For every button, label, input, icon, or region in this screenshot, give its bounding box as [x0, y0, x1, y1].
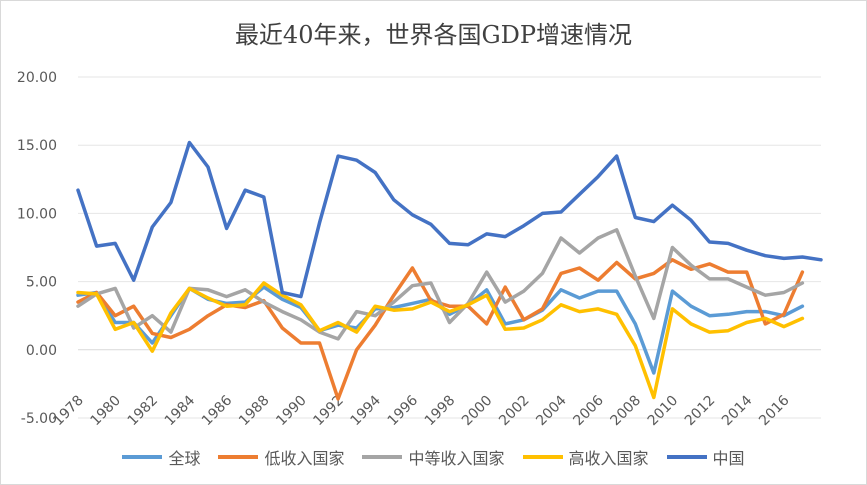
legend-label: 全球 — [168, 449, 201, 468]
x-tick-label: 1998 — [422, 393, 459, 430]
x-tick-label: 1986 — [199, 392, 236, 429]
legend-item: 中等收入国家 — [362, 445, 505, 469]
x-tick-label: 2006 — [570, 392, 607, 429]
y-tick-label: 10.00 — [17, 206, 57, 222]
y-tick-label: 0.00 — [26, 343, 57, 359]
x-axis-ticks: 1978 1980 1982 1984 1986 1988 1990 1992 1994 1996… — [50, 392, 792, 429]
series-lines — [76, 140, 823, 401]
x-tick-label: 2014 — [719, 392, 756, 429]
legend-swatch — [522, 455, 563, 459]
y-tick-label: -5.00 — [21, 411, 57, 427]
legend-swatch — [122, 455, 163, 459]
x-tick-label: 2004 — [533, 392, 570, 429]
y-axis-ticks: 20.00 15.00 10.00 5.00 0.00 -5.00 — [17, 70, 57, 427]
chart-title: 最近40年来，世界各国GDP增速情况 — [234, 21, 633, 49]
legend-item: 低收入国家 — [218, 445, 344, 469]
x-tick-label: 1996 — [385, 392, 422, 429]
x-tick-label: 1988 — [236, 393, 273, 430]
x-tick-label: 1980 — [87, 393, 124, 430]
x-tick-label: 1990 — [273, 393, 310, 430]
x-tick-label: 1982 — [125, 393, 162, 430]
legend-swatch — [666, 455, 707, 459]
legend-item: 全球 — [122, 445, 200, 469]
x-tick-label: 1984 — [162, 392, 199, 429]
series-line-2 — [76, 228, 805, 341]
x-tick-label: 2000 — [459, 393, 496, 430]
plot-area: 20.00 15.00 10.00 5.00 0.00 -5.00 1978 1980 198… — [17, 70, 823, 429]
series-line-4 — [76, 140, 823, 299]
legend-label: 中国 — [712, 449, 745, 468]
y-tick-label: 20.00 — [17, 70, 57, 86]
legend-label: 中等收入国家 — [408, 449, 505, 468]
legend-label: 高收入国家 — [568, 449, 649, 468]
legend-item: 中国 — [666, 445, 745, 469]
x-tick-label: 1992 — [310, 393, 347, 430]
series-line-3 — [76, 281, 805, 400]
x-tick-label: 1994 — [348, 392, 385, 429]
legend-item: 高收入国家 — [522, 445, 649, 469]
x-tick-label: 2012 — [682, 393, 719, 430]
x-tick-label: 2002 — [496, 393, 533, 430]
x-tick-label: 2008 — [608, 393, 645, 430]
series-line-1 — [76, 258, 805, 401]
legend: 全球 低收入国家 中等收入国家 高收入国家 中国 — [1, 445, 866, 469]
x-tick-label: 2016 — [756, 392, 793, 429]
x-tick-label: 2010 — [645, 393, 682, 430]
y-tick-label: 5.00 — [26, 275, 57, 291]
legend-swatch — [362, 455, 403, 459]
y-tick-label: 15.00 — [17, 138, 57, 154]
gridlines — [78, 76, 821, 419]
legend-label: 低收入国家 — [264, 449, 345, 468]
legend-swatch — [218, 455, 259, 459]
